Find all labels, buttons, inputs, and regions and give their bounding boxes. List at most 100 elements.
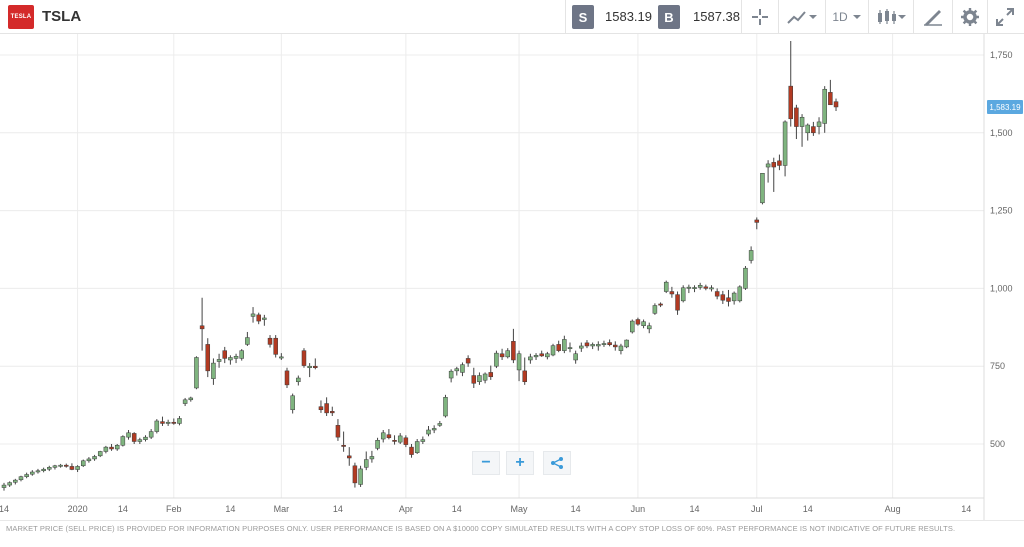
candle-body[interactable] [663, 281, 669, 292]
candle-body[interactable] [516, 353, 522, 371]
candle-body[interactable] [658, 303, 663, 306]
candle-body[interactable] [228, 357, 233, 361]
candle-body[interactable] [414, 441, 420, 453]
candle-body[interactable] [137, 439, 143, 442]
candle-body[interactable] [697, 285, 703, 288]
candle-body[interactable] [58, 464, 63, 467]
candle-body[interactable] [596, 344, 601, 347]
candle-body[interactable] [822, 88, 827, 124]
candle-body[interactable] [182, 399, 188, 404]
candle-body[interactable] [811, 126, 816, 134]
candle-body[interactable] [828, 92, 833, 106]
candle-body[interactable] [584, 342, 590, 347]
candle-body[interactable] [194, 357, 199, 389]
candle-body[interactable] [607, 342, 612, 345]
candle-body[interactable] [165, 421, 171, 424]
candle-body[interactable] [743, 267, 748, 289]
candle-body[interactable] [126, 432, 131, 438]
candle-body[interactable] [635, 319, 641, 325]
candle-body[interactable] [765, 163, 771, 168]
candle-body[interactable] [233, 355, 239, 359]
candle-body[interactable] [30, 471, 35, 475]
candle-body[interactable] [692, 287, 697, 289]
candle-body[interactable] [505, 350, 510, 358]
candle-body[interactable] [465, 358, 471, 364]
candle-body[interactable] [386, 434, 392, 439]
candle-body[interactable] [171, 421, 177, 424]
candle-body[interactable] [143, 436, 148, 440]
candle-body[interactable] [533, 355, 539, 358]
candle-body[interactable] [454, 368, 460, 372]
candle-body[interactable] [341, 444, 346, 447]
candle-body[interactable] [131, 433, 137, 442]
candle-body[interactable] [92, 456, 97, 460]
candle-body[interactable] [154, 420, 160, 432]
candle-body[interactable] [222, 350, 227, 359]
candle-body[interactable] [120, 436, 126, 446]
candle-body[interactable] [420, 439, 426, 442]
candle-body[interactable] [363, 459, 369, 468]
candle-body[interactable] [211, 362, 216, 379]
candle-body[interactable] [290, 395, 295, 411]
candle-body[interactable] [7, 482, 12, 486]
candle-body[interactable] [199, 325, 205, 330]
candle-body[interactable] [313, 365, 318, 369]
candle-body[interactable] [97, 451, 103, 457]
candle-body[interactable] [41, 468, 46, 472]
candle-body[interactable] [409, 446, 414, 455]
candle-body[interactable] [720, 294, 726, 301]
candle-body[interactable] [703, 286, 709, 289]
candle-body[interactable] [556, 344, 561, 351]
candle-body[interactable] [205, 344, 211, 372]
candle-body[interactable] [443, 397, 448, 417]
candle-body[interactable] [18, 476, 24, 481]
candle-body[interactable] [748, 250, 754, 261]
candle-body[interactable] [330, 411, 335, 414]
candle-body[interactable] [69, 466, 75, 470]
candle-body[interactable] [590, 344, 595, 347]
candle-body[interactable] [188, 397, 194, 401]
share-button[interactable] [543, 451, 571, 475]
candle-body[interactable] [103, 446, 109, 452]
candle-body[interactable] [539, 353, 544, 357]
candle-body[interactable] [267, 337, 273, 345]
candle-body[interactable] [709, 287, 714, 290]
candle-body[interactable] [239, 350, 244, 359]
candle-body[interactable] [562, 339, 567, 351]
candle-body[interactable] [52, 465, 58, 468]
candle-body[interactable] [216, 359, 222, 362]
candle-body[interactable] [250, 313, 256, 317]
candle-body[interactable] [669, 291, 675, 295]
candle-body[interactable] [471, 375, 477, 384]
buy-price[interactable]: 1587.38 [693, 9, 740, 24]
candle-body[interactable] [35, 470, 41, 473]
candle-body[interactable] [630, 320, 635, 333]
candle-body[interactable] [256, 314, 261, 322]
candle-body[interactable] [833, 101, 839, 108]
candle-body[interactable] [109, 446, 114, 450]
candle-body[interactable] [573, 353, 578, 361]
candle-body[interactable] [618, 345, 624, 351]
candle-body[interactable] [380, 432, 386, 440]
candle-body[interactable] [613, 344, 618, 348]
candle-body[interactable] [782, 121, 788, 166]
candle-body[interactable] [431, 428, 437, 431]
candle-style-button[interactable] [869, 0, 913, 34]
candle-body[interactable] [114, 444, 120, 450]
settings-button[interactable] [953, 0, 987, 34]
candle-body[interactable] [777, 160, 782, 166]
candle-body[interactable] [318, 406, 324, 411]
candle-body[interactable] [397, 435, 403, 443]
candle-body[interactable] [652, 305, 658, 314]
candle-body[interactable] [528, 356, 533, 361]
fullscreen-button[interactable] [988, 0, 1022, 34]
sell-price[interactable]: 1583.19 [605, 9, 652, 24]
candle-body[interactable] [641, 321, 646, 326]
candle-body[interactable] [358, 468, 363, 485]
candle-body[interactable] [799, 116, 805, 127]
candle-body[interactable] [494, 352, 499, 367]
candle-body[interactable] [550, 345, 556, 356]
draw-tools-button[interactable] [914, 0, 952, 34]
candle-body[interactable] [369, 456, 375, 460]
candle-body[interactable] [301, 350, 307, 366]
